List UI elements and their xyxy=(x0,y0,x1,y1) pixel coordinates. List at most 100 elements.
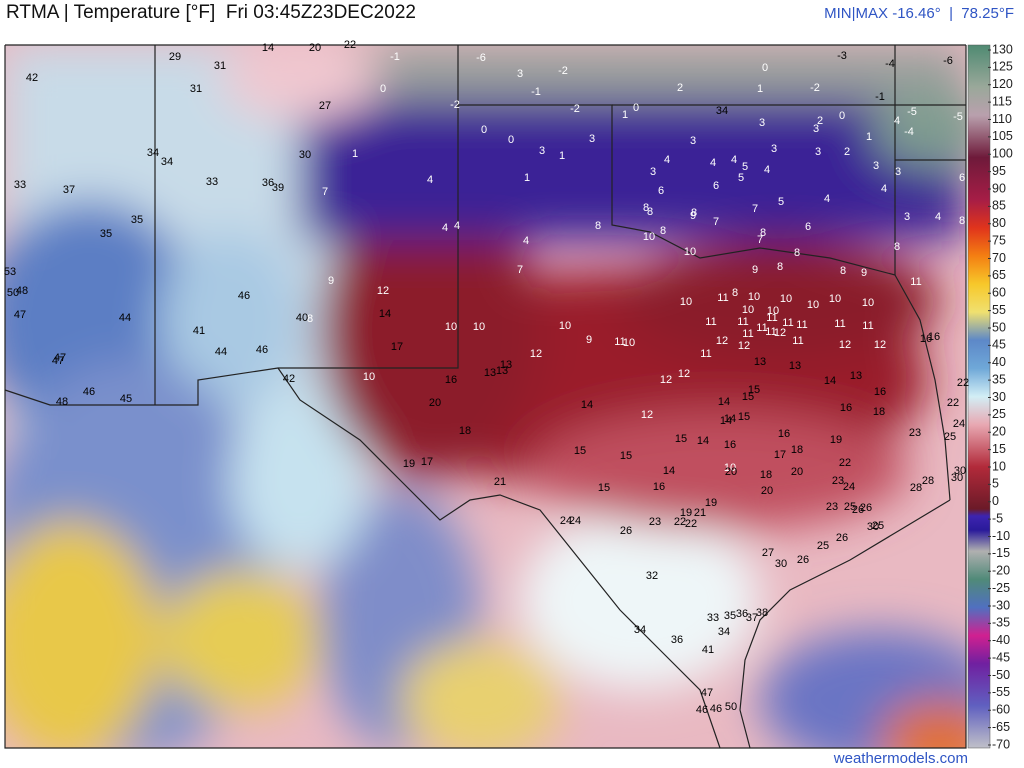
station-value: 29 xyxy=(169,51,181,63)
station-value: -4 xyxy=(904,126,914,138)
station-value: 14 xyxy=(379,308,391,320)
station-value: 14 xyxy=(262,42,274,54)
station-value: 31 xyxy=(190,83,202,95)
station-value: 26 xyxy=(836,532,848,544)
station-value: 15 xyxy=(742,391,754,403)
station-value: 16 xyxy=(653,481,665,493)
colorbar-label: 110 xyxy=(992,112,1012,126)
colorbar-label: 15 xyxy=(992,442,1006,456)
station-value: -3 xyxy=(837,50,847,62)
station-value: 15 xyxy=(675,433,687,445)
station-value: 3 xyxy=(589,133,595,145)
station-value: 7 xyxy=(752,203,758,215)
station-value: 16 xyxy=(724,439,736,451)
station-value: 15 xyxy=(598,482,610,494)
station-value: 53 xyxy=(4,266,16,278)
station-value: 3 xyxy=(813,123,819,135)
station-value: 4 xyxy=(764,164,770,176)
station-value: 9 xyxy=(690,210,696,222)
station-value: 8 xyxy=(777,261,783,273)
station-value: 25 xyxy=(872,520,884,532)
colorbar-label: -50 xyxy=(992,668,1010,682)
colorbar-label: -5 xyxy=(992,511,1003,525)
station-value: 0 xyxy=(762,62,768,74)
station-value: 2 xyxy=(677,82,683,94)
station-value: -2 xyxy=(558,65,568,77)
station-value: 10 xyxy=(623,337,635,349)
colorbar-label: 105 xyxy=(992,129,1013,143)
colorbar: 1301251201151101051009590858075706560555… xyxy=(967,42,1013,751)
station-value: 10 xyxy=(559,320,571,332)
station-value: 22 xyxy=(674,516,686,528)
station-value: 11 xyxy=(766,312,777,324)
colorbar-label: 30 xyxy=(992,390,1006,404)
station-value: 23 xyxy=(826,501,838,513)
station-value: 17 xyxy=(391,341,403,353)
station-value: 19 xyxy=(403,458,415,470)
colorbar-label: 90 xyxy=(992,181,1006,195)
station-value: 16 xyxy=(840,402,852,414)
colorbar-label: -65 xyxy=(992,720,1010,734)
station-value: 26 xyxy=(797,554,809,566)
station-value: 8 xyxy=(894,241,900,253)
station-value: 0 xyxy=(481,124,487,136)
station-value: 24 xyxy=(953,418,965,430)
station-value: 12 xyxy=(716,335,728,347)
station-value: 25 xyxy=(844,501,856,513)
station-value: 12 xyxy=(874,339,886,351)
station-value: 9 xyxy=(861,267,867,279)
station-value: 11 xyxy=(782,317,793,329)
station-value: 10 xyxy=(742,304,754,316)
station-value: 6 xyxy=(658,185,664,197)
colorbar-label: -35 xyxy=(992,616,1010,630)
colorbar-label: 80 xyxy=(992,216,1006,230)
station-value: 11 xyxy=(765,326,776,338)
station-value: 18 xyxy=(459,425,471,437)
station-value: 3 xyxy=(904,211,910,223)
station-value: 24 xyxy=(569,515,581,527)
station-value: 4 xyxy=(523,235,529,247)
station-value: 6 xyxy=(713,180,719,192)
station-value: -6 xyxy=(476,52,486,64)
station-value: 42 xyxy=(26,72,38,84)
station-value: 18 xyxy=(760,469,772,481)
station-value: 16 xyxy=(928,331,940,343)
station-value: 48 xyxy=(56,396,68,408)
station-value: 11 xyxy=(834,318,845,330)
station-value: 26 xyxy=(852,504,864,516)
station-value: 27 xyxy=(762,547,774,559)
station-value: 46 xyxy=(238,290,250,302)
station-value: 11 xyxy=(705,316,716,328)
station-value: 16 xyxy=(920,333,932,345)
station-value: 22 xyxy=(839,457,851,469)
station-value: 47 xyxy=(14,309,26,321)
station-value: 12 xyxy=(377,285,389,297)
station-value: -5 xyxy=(907,106,917,118)
station-value: 13 xyxy=(850,370,862,382)
colorbar-label: -15 xyxy=(992,546,1010,560)
station-value: 11 xyxy=(700,348,711,360)
station-value: 50 xyxy=(725,701,737,713)
station-value: 32 xyxy=(646,570,658,582)
station-value: 23 xyxy=(909,427,921,439)
station-value: 12 xyxy=(738,340,750,352)
station-value: 27 xyxy=(319,100,331,112)
colorbar-label: -25 xyxy=(992,581,1010,595)
station-value: 23 xyxy=(832,475,844,487)
station-value: 41 xyxy=(702,644,714,656)
station-value: 1 xyxy=(622,109,628,121)
min-max: MIN|MAX -16.46° | 78.25°F xyxy=(824,5,1014,22)
station-value: 10 xyxy=(363,371,375,383)
station-value: 2 xyxy=(817,115,823,127)
station-value: 10 xyxy=(862,297,874,309)
station-value: 14 xyxy=(663,465,675,477)
colorbar-scale xyxy=(967,44,991,749)
station-value: 31 xyxy=(214,60,226,72)
station-value: -2 xyxy=(570,103,580,115)
station-value: 20 xyxy=(309,42,321,54)
station-value: 11 xyxy=(910,276,921,288)
station-value: 41 xyxy=(193,325,205,337)
station-value: 30 xyxy=(867,521,879,533)
station-value: 4 xyxy=(731,154,737,166)
